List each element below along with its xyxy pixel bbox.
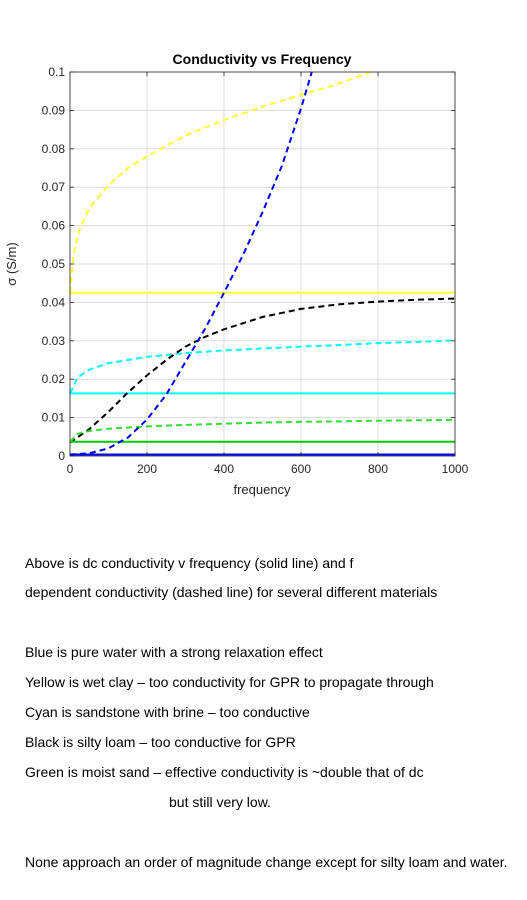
conductivity-chart: Conductivity vs Frequency 0 200 400 600 800 1… <box>4 51 469 497</box>
note-blue: Blue is pure water with a strong relaxat… <box>25 644 323 660</box>
note-green-continued: but still very low. <box>169 794 271 810</box>
series-9-dashed-line <box>69 71 313 456</box>
y-tick-label: 0.01 <box>42 411 66 425</box>
caption-line-1: Above is dc conductivity v frequency (so… <box>25 555 354 571</box>
y-tick-label: 0.06 <box>42 219 66 233</box>
data-series <box>69 71 456 456</box>
y-tick-label: 0.09 <box>42 103 66 117</box>
y-tick-label: 0 <box>58 449 65 463</box>
x-tick-label: 600 <box>291 462 311 476</box>
chart-title: Conductivity vs Frequency <box>173 51 352 67</box>
y-tick-label: 0.1 <box>48 65 65 79</box>
y-tick-label: 0.04 <box>42 295 66 309</box>
note-black: Black is silty loam – too conductive for… <box>25 734 296 750</box>
x-tick-label: 400 <box>214 462 234 476</box>
series-5-dashed-line <box>69 297 456 444</box>
y-tick-label: 0.07 <box>42 180 66 194</box>
x-tick-label: 200 <box>137 462 157 476</box>
grid-lines <box>69 71 456 457</box>
note-cyan: Cyan is sandstone with brine – too condu… <box>25 704 310 720</box>
y-tick-label: 0.08 <box>42 142 66 156</box>
series-4-dashed-line <box>69 339 456 394</box>
x-tick-label: 1000 <box>442 462 469 476</box>
y-tick-label: 0.03 <box>42 334 66 348</box>
y-tick-label: 0.02 <box>42 372 66 386</box>
y-tick-label: 0.05 <box>42 257 66 271</box>
note-conclusion: None approach an order of magnitude chan… <box>25 854 508 870</box>
series-2-dashed-line <box>69 71 371 293</box>
series-7-dashed-line <box>69 418 456 443</box>
note-yellow: Yellow is wet clay – too conductivity fo… <box>25 674 434 690</box>
caption-line-2: dependent conductivity (dashed line) for… <box>25 584 438 600</box>
note-green: Green is moist sand – effective conducti… <box>25 764 424 780</box>
x-tick-label: 800 <box>368 462 388 476</box>
y-axis-label: σ (S/m) <box>4 242 19 285</box>
axis-ticks: 0 200 400 600 800 1000 0 0.01 0.02 0.03 0.04 0.05 0.… <box>42 65 469 476</box>
x-axis-label: frequency <box>233 482 291 497</box>
x-tick-label: 0 <box>67 462 74 476</box>
